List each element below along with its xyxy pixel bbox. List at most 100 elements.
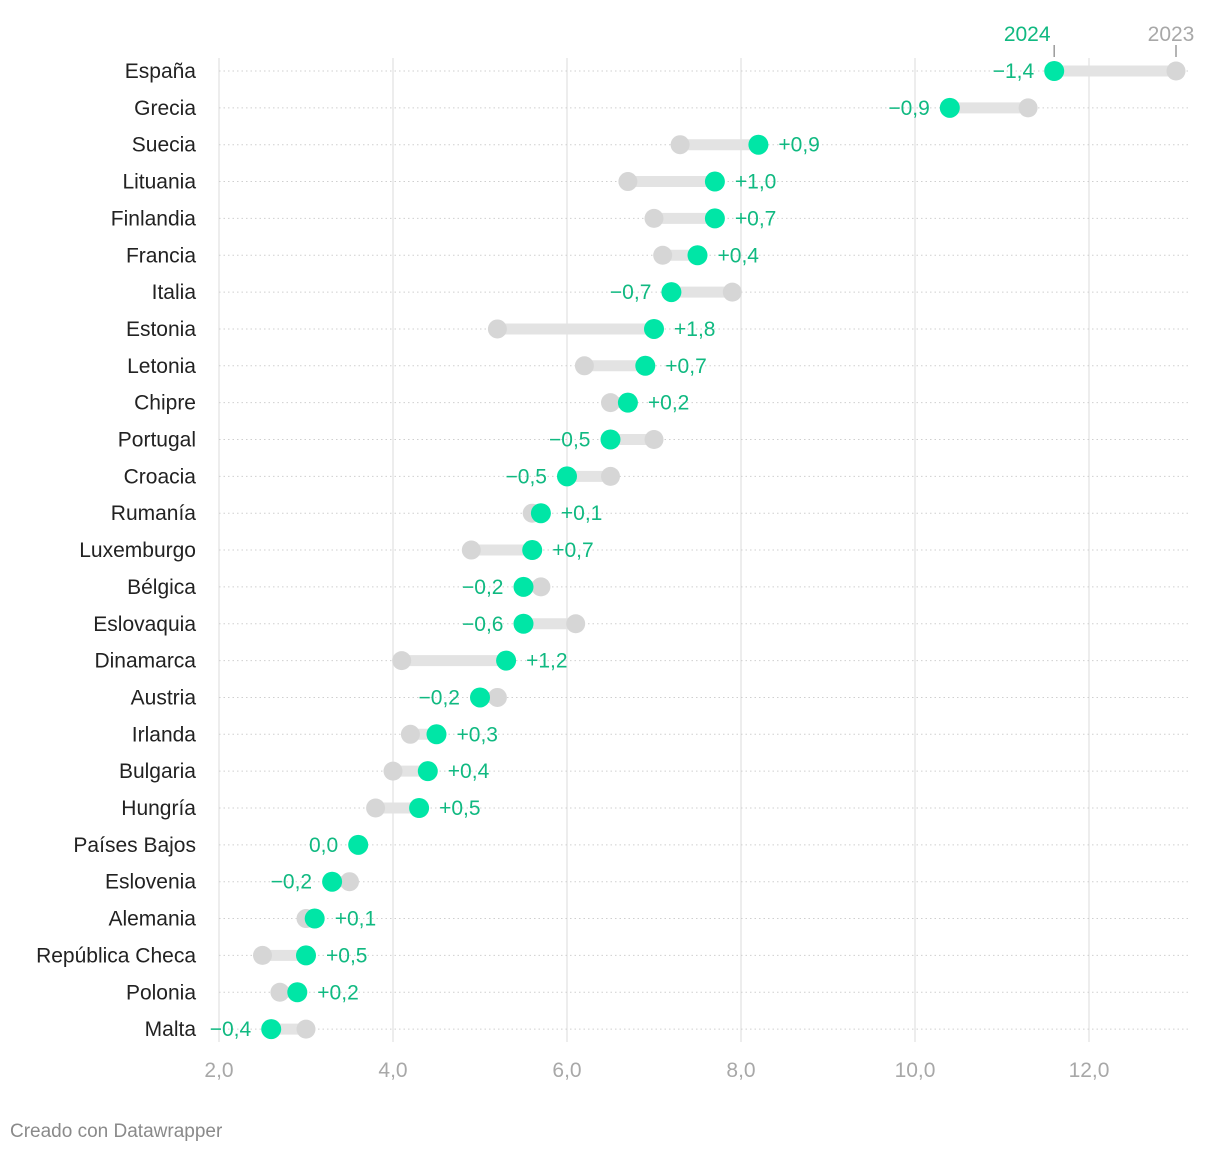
delta-label: −0,7 bbox=[610, 281, 651, 304]
country-row: Grecia −0,9 bbox=[134, 97, 1038, 120]
dot-2024 bbox=[304, 908, 325, 929]
dot-2023 bbox=[392, 651, 412, 671]
dot-2023 bbox=[487, 319, 507, 339]
country-label: República Checa bbox=[36, 944, 196, 967]
dot-2023 bbox=[601, 466, 620, 486]
dot-2024 bbox=[513, 576, 534, 597]
country-label: Grecia bbox=[134, 97, 196, 120]
country-row: Francia +0,4 bbox=[126, 244, 759, 267]
dot-2024 bbox=[939, 97, 960, 118]
dot-2024 bbox=[426, 724, 447, 745]
dot-2023 bbox=[618, 172, 638, 192]
delta-label: −0,9 bbox=[888, 97, 929, 120]
delta-label: +0,7 bbox=[665, 355, 706, 378]
footer-credit[interactable]: Creado con Datawrapper bbox=[10, 1121, 223, 1142]
dot-2023 bbox=[400, 724, 420, 744]
dot-2024 bbox=[617, 392, 638, 413]
delta-label: +0,1 bbox=[561, 502, 602, 525]
delta-label: +1,2 bbox=[526, 650, 567, 673]
country-row: Letonia +0,7 bbox=[127, 355, 707, 378]
dot-2023 bbox=[566, 614, 586, 634]
country-label: Letonia bbox=[127, 355, 196, 378]
dot-2024 bbox=[748, 134, 769, 155]
country-row: Hungría +0,5 bbox=[121, 797, 480, 820]
country-row: Irlanda +0,3 bbox=[132, 723, 498, 746]
country-label: Portugal bbox=[118, 429, 196, 452]
country-label: Lituania bbox=[122, 171, 196, 194]
dot-2024 bbox=[687, 245, 708, 266]
dot-2023 bbox=[644, 208, 664, 228]
country-row: Bulgaria +0,4 bbox=[119, 760, 490, 783]
country-row: República Checa +0,5 bbox=[36, 944, 367, 967]
dot-2023 bbox=[487, 687, 507, 707]
dot-2024 bbox=[530, 503, 551, 524]
dot-2024 bbox=[661, 282, 682, 303]
dot-2024 bbox=[261, 1019, 282, 1040]
delta-label: +0,1 bbox=[335, 908, 376, 931]
dot-2024 bbox=[635, 355, 656, 376]
x-tick-label: 6,0 bbox=[552, 1059, 581, 1082]
dot-2023 bbox=[653, 245, 673, 265]
dot-2023 bbox=[461, 540, 481, 560]
delta-label: +0,9 bbox=[778, 134, 819, 157]
dot-2024 bbox=[644, 318, 664, 339]
x-tick-label: 4,0 bbox=[378, 1059, 407, 1082]
delta-label: +0,3 bbox=[457, 723, 498, 746]
country-label: Países Bajos bbox=[73, 834, 196, 857]
country-label: Suecia bbox=[132, 134, 197, 157]
dot-2024 bbox=[287, 982, 308, 1003]
x-tick-label: 12,0 bbox=[1069, 1059, 1110, 1082]
delta-label: +0,5 bbox=[326, 944, 367, 967]
country-label: Croacia bbox=[124, 465, 197, 488]
dot-2023 bbox=[531, 577, 551, 597]
dot-2024 bbox=[522, 540, 543, 561]
delta-label: +1,0 bbox=[735, 171, 776, 194]
country-row: Austria −0,2 bbox=[131, 686, 507, 709]
delta-label: +0,2 bbox=[317, 981, 358, 1004]
dot-2024 bbox=[496, 650, 517, 671]
dot-2024 bbox=[704, 171, 725, 192]
country-row: Malta −0,4 bbox=[145, 1018, 316, 1041]
grid-lines bbox=[218, 58, 1190, 1042]
country-label: Alemania bbox=[108, 908, 196, 931]
country-row: Chipre +0,2 bbox=[134, 392, 689, 415]
dot-2023 bbox=[296, 1019, 316, 1039]
chart-rows: España −1,4 Grecia −0,9 Suecia +0,9 Lituania +1… bbox=[36, 60, 1186, 1041]
country-label: Rumanía bbox=[111, 502, 197, 525]
dot-2024 bbox=[409, 798, 430, 818]
delta-label: +0,4 bbox=[448, 760, 490, 783]
dot-2024 bbox=[1044, 61, 1065, 81]
dot-2023 bbox=[601, 393, 620, 413]
country-row: Rumanía +0,1 bbox=[111, 502, 603, 525]
country-label: Luxemburgo bbox=[79, 539, 196, 562]
x-tick-label: 8,0 bbox=[726, 1059, 755, 1082]
dot-2024 bbox=[417, 761, 438, 782]
dot-2023 bbox=[574, 356, 594, 376]
country-label: Bulgaria bbox=[119, 760, 196, 783]
delta-label: −0,2 bbox=[271, 871, 312, 894]
country-row: Polonia +0,2 bbox=[126, 981, 359, 1004]
x-tick-label: 2,0 bbox=[204, 1059, 233, 1082]
delta-label: −0,5 bbox=[506, 465, 547, 488]
dot-2023 bbox=[722, 282, 742, 302]
country-label: Estonia bbox=[126, 318, 196, 341]
country-row: Alemania +0,1 bbox=[108, 908, 376, 931]
delta-label: −0,5 bbox=[549, 429, 590, 452]
country-row: Países Bajos 0,0 bbox=[73, 834, 369, 857]
dot-2023 bbox=[644, 430, 664, 449]
x-tick-label: 10,0 bbox=[895, 1059, 936, 1082]
dot-2023 bbox=[1166, 61, 1186, 81]
country-row: Bélgica −0,2 bbox=[127, 576, 551, 599]
country-label: Malta bbox=[145, 1018, 197, 1041]
country-row: Eslovenia −0,2 bbox=[105, 871, 359, 894]
country-row: Suecia +0,9 bbox=[132, 134, 820, 157]
dot-range-chart: 2,0 4,0 6,0 8,0 10,0 12,0 España −1,4 Grecia −0,… bbox=[36, 23, 1194, 1082]
country-row: Eslovaquia −0,6 bbox=[93, 613, 586, 636]
country-label: Austria bbox=[131, 686, 197, 709]
country-label: Polonia bbox=[126, 981, 196, 1004]
delta-label: +1,8 bbox=[674, 318, 715, 341]
country-label: Francia bbox=[126, 244, 196, 267]
dot-2023 bbox=[670, 135, 690, 155]
country-row: Italia −0,7 bbox=[152, 281, 742, 304]
country-row: Estonia +1,8 bbox=[126, 318, 716, 341]
